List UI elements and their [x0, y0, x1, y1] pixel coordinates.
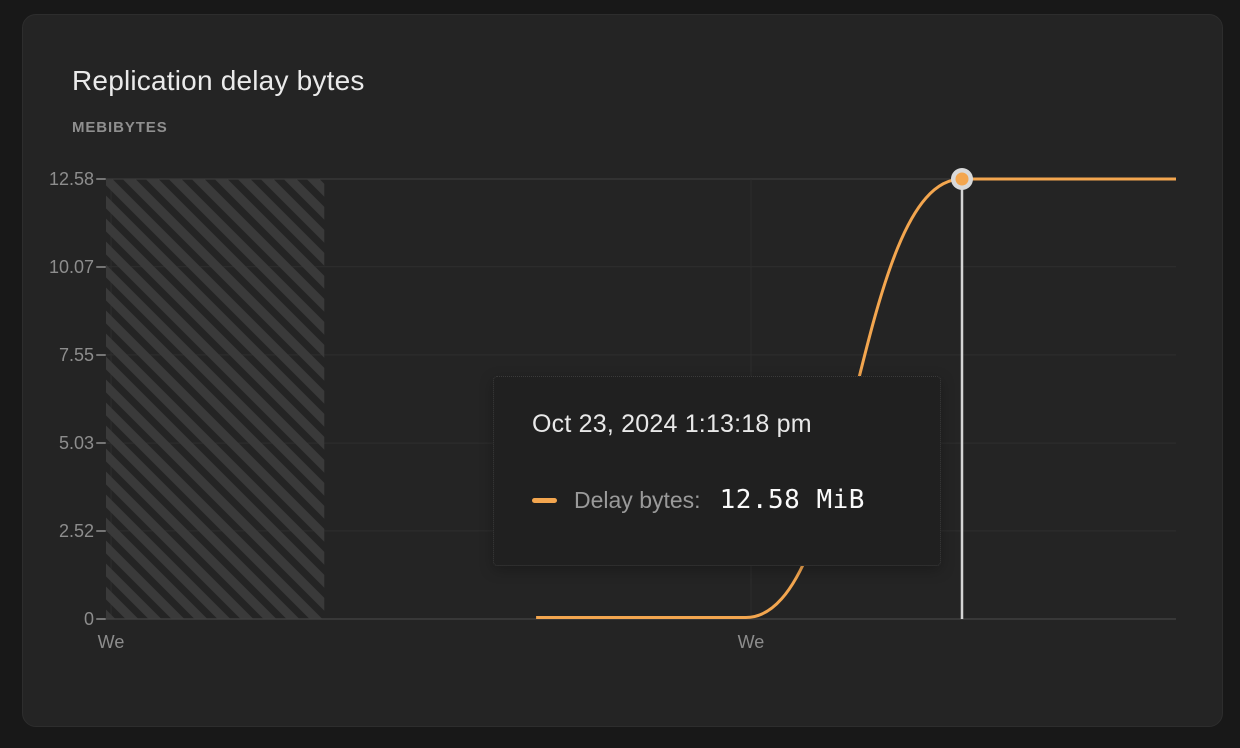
x-axis-label: We: [737, 632, 765, 652]
y-axis-label: 2.52: [58, 521, 94, 541]
chart-unit-label: MEBIBYTES: [72, 119, 168, 136]
tooltip-series-value: 12.58 MiB: [719, 485, 865, 515]
y-axis-label: 7.55: [58, 345, 94, 365]
tooltip-series-row: Delay bytes: 12.58 MiB: [532, 485, 865, 515]
hatch-no-data-region: [106, 179, 325, 619]
tooltip-timestamp: Oct 23, 2024 1:13:18 pm: [532, 410, 812, 438]
y-axis-tick: [96, 266, 106, 268]
y-axis-label: 5.03: [58, 433, 94, 453]
x-axis-label: We: [97, 632, 125, 652]
y-axis-tick: [96, 618, 106, 620]
chart-tooltip: Oct 23, 2024 1:13:18 pm Delay bytes: 12.…: [493, 376, 941, 566]
y-axis-tick: [96, 178, 106, 180]
series-color-swatch-icon: [532, 497, 557, 503]
replication-delay-card: Replication delay bytes MEBIBYTES 12.58 1…: [22, 14, 1223, 727]
hover-marker-dot: [955, 172, 969, 186]
y-axis-tick: [96, 354, 106, 356]
chart-title: Replication delay bytes: [72, 65, 365, 96]
y-axis-label: 10.07: [48, 257, 94, 277]
chart-svg[interactable]: [106, 168, 1176, 620]
y-axis-tick: [96, 442, 106, 444]
chart-plot-area[interactable]: [106, 168, 1176, 620]
y-axis-tick: [96, 530, 106, 532]
y-axis-label: 12.58: [48, 169, 94, 189]
y-axis-label: 0: [83, 609, 94, 629]
tooltip-series-label: Delay bytes:: [574, 486, 701, 513]
